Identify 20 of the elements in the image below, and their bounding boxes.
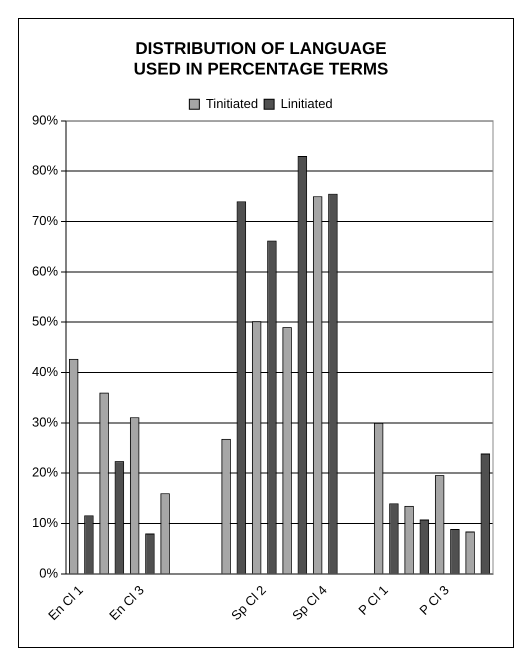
y-tick-label: 40% bbox=[32, 364, 58, 380]
y-tick-label: 20% bbox=[32, 464, 58, 480]
y-tick-label: 60% bbox=[32, 263, 58, 278]
x-tick-label: En Cl 1 bbox=[45, 582, 86, 624]
x-tick-label: Sp Cl 4 bbox=[289, 582, 330, 624]
y-tick-label: 70% bbox=[32, 213, 58, 228]
y-tick-label: 0% bbox=[39, 565, 58, 580]
y-tick-label: 50% bbox=[32, 314, 58, 329]
y-tick-label: 80% bbox=[32, 162, 58, 178]
x-tick-label: Sp Cl 2 bbox=[228, 582, 269, 624]
text: DISTRIBUTION OF LANGUAGE bbox=[135, 38, 387, 58]
y-tick-label: 90% bbox=[32, 112, 58, 128]
text: USED IN PERCENTAGE TERMS bbox=[134, 59, 388, 78]
x-tick-label: En Cl 3 bbox=[106, 582, 147, 624]
legend-label: Linitiated bbox=[280, 96, 333, 111]
x-tick-label: P Cl 3 bbox=[416, 582, 452, 618]
x-tick-label: P Cl 1 bbox=[355, 582, 391, 618]
y-tick-label: 10% bbox=[32, 515, 58, 530]
legend-label: Tinitiated bbox=[206, 96, 258, 111]
y-tick-label: 30% bbox=[32, 414, 58, 430]
